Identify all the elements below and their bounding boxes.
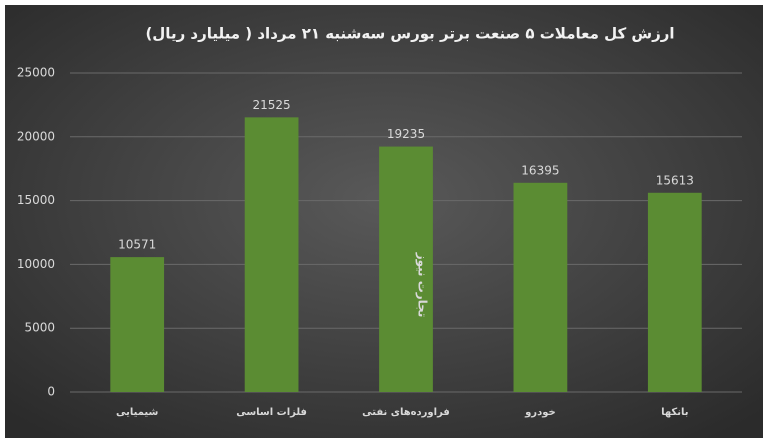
y-tick-label: 5000 — [24, 321, 55, 335]
y-tick-label: 10000 — [17, 257, 55, 271]
data-label: 21525 — [253, 98, 291, 112]
data-label: 10571 — [118, 238, 156, 252]
y-tick-label: 25000 — [17, 66, 55, 80]
x-tick-label: خودرو — [524, 407, 556, 418]
bar — [647, 192, 702, 392]
data-label: 15613 — [656, 173, 694, 187]
data-label: 16395 — [521, 163, 559, 177]
y-tick-label: 20000 — [17, 129, 55, 143]
bar — [379, 146, 433, 392]
chart-title: ارزش کل معاملات ۵ صنعت برتر بورس سه‌شنبه… — [145, 25, 674, 43]
bar — [513, 182, 568, 392]
y-tick-label: 0 — [47, 385, 55, 399]
bar — [110, 257, 165, 392]
x-tick-label: بانکها — [661, 407, 688, 418]
y-tick-label: 15000 — [17, 193, 55, 207]
x-tick-label: فلزات اساسی — [236, 407, 307, 418]
watermark: تجارت نیوز — [415, 252, 430, 318]
x-tick-label: شیمیایی — [116, 407, 158, 418]
x-tick-label: فراورده‌های نفتی — [362, 407, 450, 418]
data-label: 19235 — [387, 127, 425, 141]
bar — [244, 117, 299, 392]
